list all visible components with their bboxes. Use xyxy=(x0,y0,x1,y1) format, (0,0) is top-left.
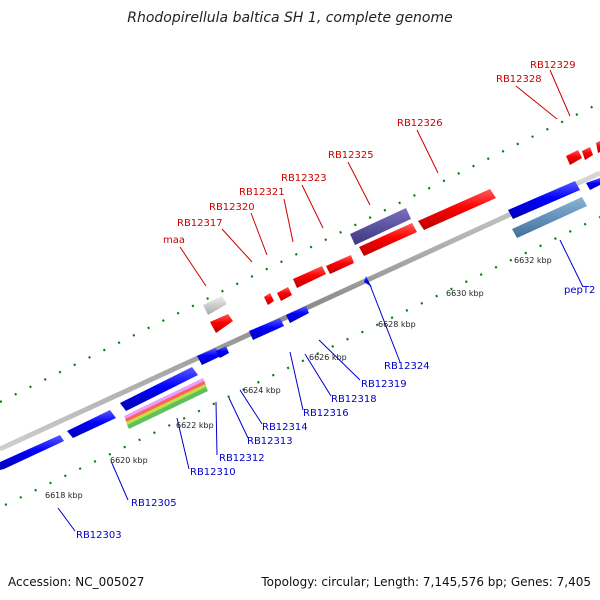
gene-forward xyxy=(566,150,582,165)
gene-label-rb12316: RB12316 xyxy=(303,408,349,419)
gene-forward xyxy=(418,189,496,230)
gene-label-rb12313: RB12313 xyxy=(247,436,293,447)
gene-label-rb12317: RB12317 xyxy=(177,218,223,229)
gene-label-rb12325: RB12325 xyxy=(328,150,374,161)
gene-forward xyxy=(210,314,233,333)
gene-label-rb12312: RB12312 xyxy=(219,453,265,464)
gene-reverse xyxy=(216,346,229,358)
reverse-gene-labels: RB12303 RB12305 RB12310 RB12312 RB12313 … xyxy=(76,285,595,541)
gene-label-rb12310: RB12310 xyxy=(190,467,236,478)
gene-forward-light xyxy=(203,296,227,315)
forward-gene-labels: maa RB12317 RB12320 RB12321 RB12323 RB12… xyxy=(163,60,576,246)
gene-label-rb12320: RB12320 xyxy=(209,202,255,213)
reverse-gene-track xyxy=(0,178,600,470)
accession-text: Accession: NC_005027 xyxy=(8,575,144,589)
gene-reverse xyxy=(67,410,116,438)
forward-leaders xyxy=(179,69,571,287)
scale-labels: 6618 kbp 6620 kbp 6622 kbp 6624 kbp 6626… xyxy=(45,256,552,500)
gene-reverse xyxy=(508,181,580,219)
gene-label-rb12321: RB12321 xyxy=(239,187,285,198)
gene-forward xyxy=(293,266,326,288)
gene-forward xyxy=(596,141,600,153)
scale-tick-label: 6618 kbp xyxy=(45,491,83,500)
gene-reverse xyxy=(586,178,600,190)
gene-reverse xyxy=(197,348,221,365)
gene-label-rb12319: RB12319 xyxy=(361,379,407,390)
gene-label-rb12326: RB12326 xyxy=(397,118,443,129)
gene-forward xyxy=(582,147,593,160)
reverse-leaders xyxy=(57,239,584,532)
gene-forward xyxy=(277,287,292,301)
outer-tick-track xyxy=(0,102,600,403)
gene-reverse xyxy=(286,306,309,323)
gene-forward xyxy=(359,223,417,256)
scale-tick-label: 6622 kbp xyxy=(176,421,214,430)
scale-tick-label: 6628 kbp xyxy=(378,320,416,329)
scale-tick-label: 6620 kbp xyxy=(110,456,148,465)
scale-tick-label: 6626 kbp xyxy=(309,353,347,362)
scale-tick-label: 6632 kbp xyxy=(514,256,552,265)
gene-reverse xyxy=(249,318,284,340)
gene-label-maa: maa xyxy=(163,235,185,246)
inner-tick-track xyxy=(4,216,600,506)
multi-color-band xyxy=(124,378,208,429)
scale-tick-label: 6624 kbp xyxy=(243,386,281,395)
gene-label-rb12329: RB12329 xyxy=(530,60,576,71)
gene-pept2 xyxy=(512,197,587,238)
gene-reverse xyxy=(0,435,64,470)
topology-text: Topology: circular; Length: 7,145,576 bp… xyxy=(260,575,591,589)
gene-reverse xyxy=(120,367,198,411)
gene-label-rb12323: RB12323 xyxy=(281,173,327,184)
gene-label-rb12328: RB12328 xyxy=(496,74,542,85)
gene-label-rb12303: RB12303 xyxy=(76,530,122,541)
gene-label-pept2: pepT2 xyxy=(564,285,595,296)
gene-label-rb12314: RB12314 xyxy=(262,422,308,433)
scale-tick-label: 6630 kbp xyxy=(446,289,484,298)
gene-reverse xyxy=(364,276,372,287)
gene-label-rb12324: RB12324 xyxy=(384,361,430,372)
gene-forward xyxy=(326,255,354,274)
gene-label-rb12318: RB12318 xyxy=(331,394,377,405)
gene-rb12325 xyxy=(350,208,411,245)
map-title: Rhodopirellula baltica SH 1, complete ge… xyxy=(127,10,453,26)
forward-gene-track xyxy=(210,141,600,333)
gene-label-rb12305: RB12305 xyxy=(131,498,177,509)
gene-forward xyxy=(264,293,274,305)
